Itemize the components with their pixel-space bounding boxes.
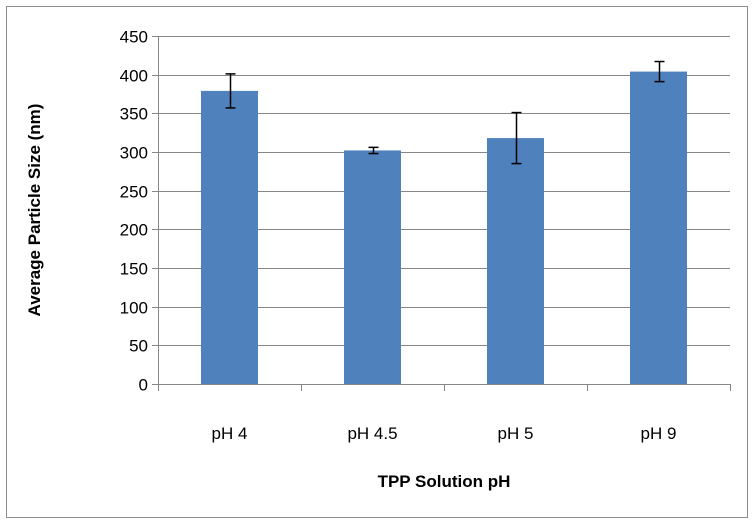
y-tick-label: 300 xyxy=(120,144,148,163)
bar xyxy=(487,138,544,384)
y-tick-label: 50 xyxy=(129,337,148,356)
y-tick-labels: 0 50 100 150 200 250 300 350 400 450 xyxy=(120,28,148,395)
y-tick-label: 350 xyxy=(120,105,148,124)
y-tick-label: 100 xyxy=(120,299,148,318)
bars xyxy=(201,71,687,384)
x-tick-label: pH 4 xyxy=(212,424,248,443)
x-tick-labels: pH 4 pH 4.5 pH 5 pH 9 xyxy=(212,424,677,443)
y-tick-label: 0 xyxy=(139,376,148,395)
bar xyxy=(630,71,687,384)
y-tick-label: 250 xyxy=(120,183,148,202)
y-tick-label: 200 xyxy=(120,221,148,240)
x-axis-title: TPP Solution pH xyxy=(378,472,511,491)
error-bars xyxy=(225,60,665,165)
y-tick-label: 150 xyxy=(120,260,148,279)
bar xyxy=(201,90,258,384)
x-tick-label: pH 4.5 xyxy=(347,424,397,443)
y-tick-label: 400 xyxy=(120,67,148,86)
x-tick-label: pH 5 xyxy=(498,424,534,443)
y-axis-title: Average Particle Size (nm) xyxy=(25,104,44,317)
y-tick-label: 450 xyxy=(120,28,148,47)
x-tick-label: pH 9 xyxy=(641,424,677,443)
axes xyxy=(152,36,731,391)
bar xyxy=(344,150,401,384)
